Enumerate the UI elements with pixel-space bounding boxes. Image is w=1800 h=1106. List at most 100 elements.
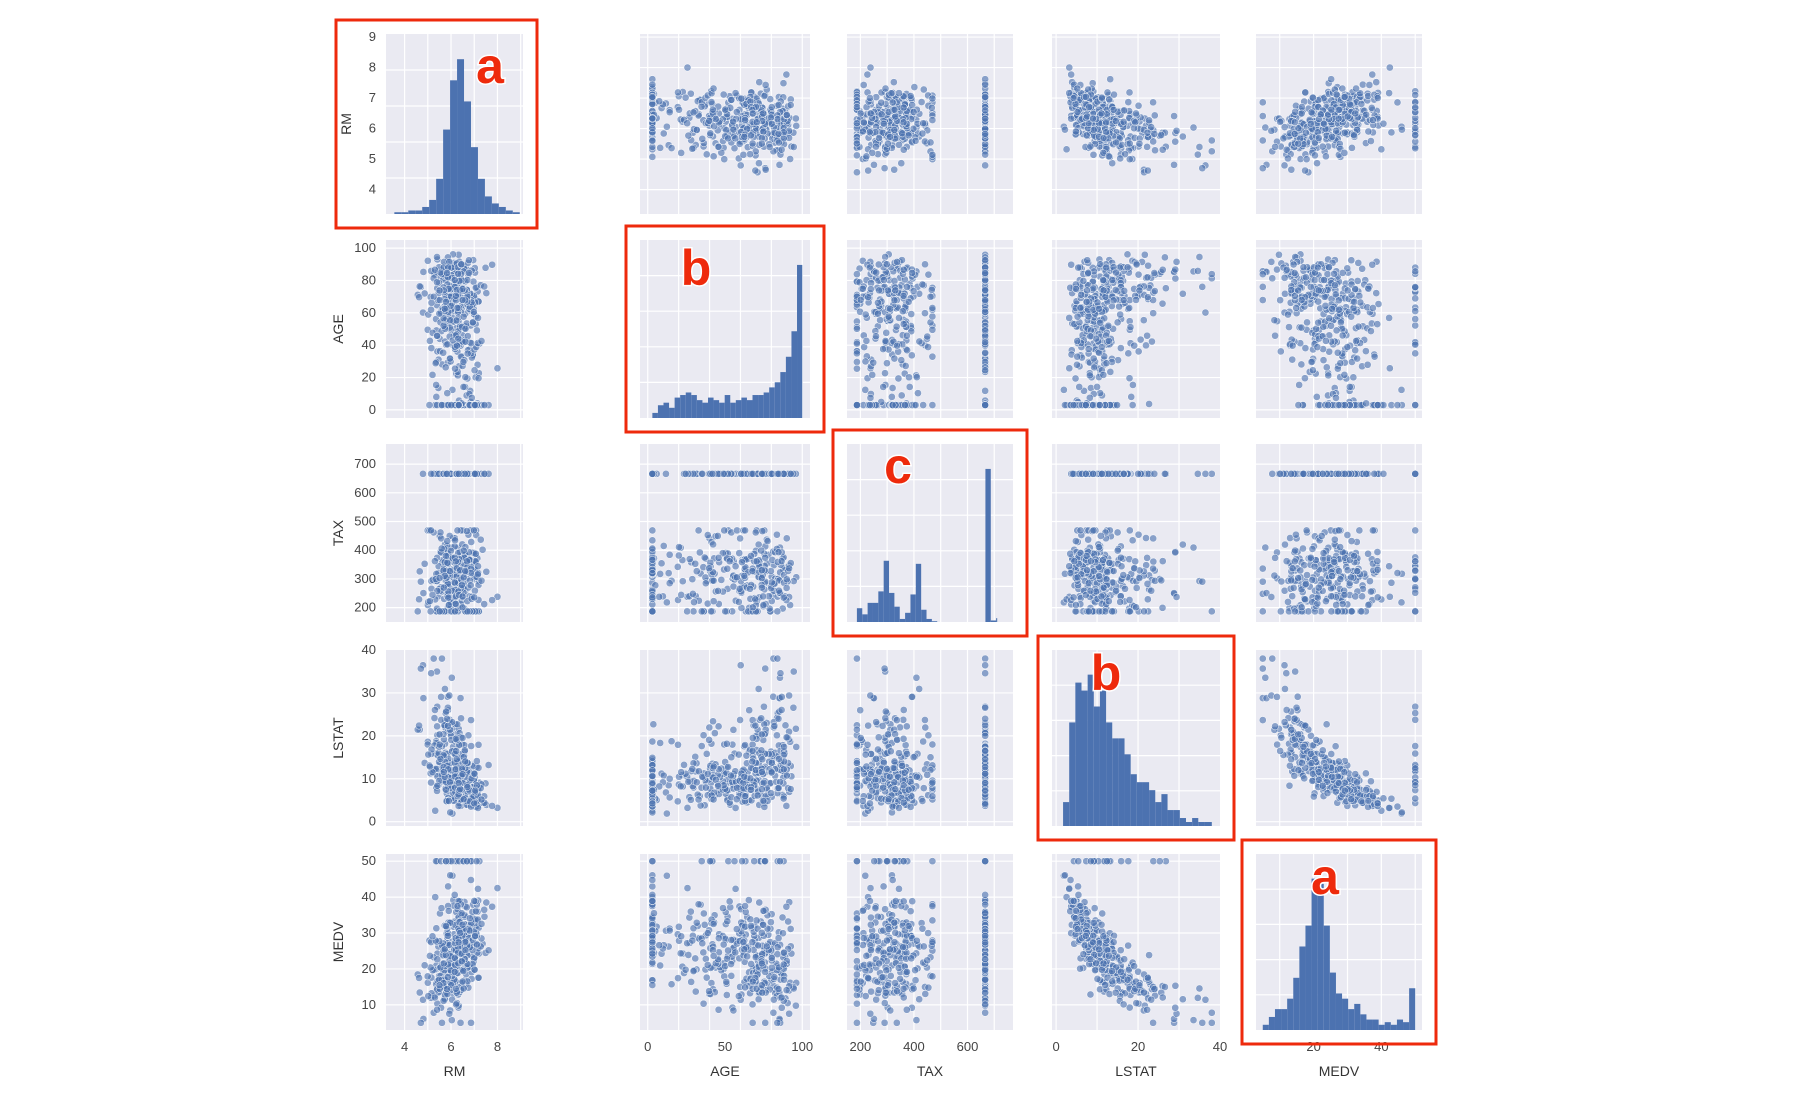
- histogram-bar: [652, 412, 658, 418]
- scatter-point: [786, 101, 795, 109]
- histogram-bar: [797, 264, 803, 418]
- scatter-point: [1096, 318, 1105, 327]
- scatter-point: [1073, 108, 1082, 116]
- scatter-point: [874, 260, 883, 269]
- scatter-point: [927, 285, 936, 294]
- scatter-point: [856, 109, 865, 118]
- scatter-point: [758, 527, 767, 535]
- scatter-point: [1306, 119, 1315, 128]
- scatter-point: [884, 286, 892, 295]
- scatter-point: [458, 285, 467, 293]
- scatter-point: [474, 562, 482, 571]
- scatter-point: [1385, 63, 1394, 72]
- scatter-point: [1106, 368, 1115, 376]
- scatter-point: [792, 122, 801, 130]
- scatter-point: [1112, 586, 1120, 595]
- scatter-point: [703, 531, 712, 539]
- scatter-point: [870, 160, 878, 169]
- scatter-point: [675, 105, 683, 114]
- scatter-point: [1067, 114, 1075, 123]
- scatter-point: [432, 381, 441, 389]
- scatter-point: [1372, 78, 1381, 87]
- scatter-point: [777, 145, 786, 154]
- scatter-point: [1332, 126, 1340, 135]
- scatter-point: [773, 607, 782, 616]
- histogram-bar: [450, 80, 458, 215]
- scatter-point: [1308, 93, 1317, 102]
- scatter-point: [1207, 136, 1216, 145]
- scatter-point: [1158, 603, 1167, 612]
- scatter-point: [1130, 564, 1139, 573]
- scatter-point: [1297, 323, 1306, 332]
- scatter-point: [1411, 470, 1420, 478]
- scatter-point: [1120, 106, 1129, 115]
- scatter-point: [689, 108, 698, 117]
- scatter-point: [648, 80, 657, 89]
- scatter-point: [910, 83, 919, 91]
- scatter-point: [1355, 526, 1364, 535]
- scatter-point: [735, 585, 744, 593]
- scatter-point: [1267, 126, 1276, 135]
- scatter-point: [655, 592, 664, 601]
- scatter-point: [1111, 286, 1120, 294]
- scatter-point: [1150, 287, 1159, 295]
- scatter-point: [417, 577, 425, 586]
- scatter-point: [1189, 123, 1198, 132]
- scatter-point: [1123, 250, 1132, 259]
- scatter-point: [1157, 576, 1166, 585]
- scatter-point: [888, 98, 897, 107]
- scatter-point: [1104, 321, 1113, 330]
- scatter-point: [782, 111, 791, 119]
- scatter-point: [1099, 134, 1108, 142]
- scatter-point: [862, 337, 871, 345]
- scatter-point: [887, 89, 896, 98]
- scatter-point: [1385, 592, 1394, 601]
- scatter-point: [1411, 526, 1420, 535]
- scatter-point: [1102, 575, 1111, 584]
- scatter-point: [436, 528, 445, 537]
- scatter-point: [1363, 360, 1372, 369]
- histogram-bar: [990, 620, 997, 622]
- scatter-point: [1365, 81, 1374, 89]
- scatter-point: [459, 546, 468, 555]
- histogram-bar: [436, 178, 444, 214]
- scatter-point: [1149, 557, 1158, 566]
- scatter-point: [981, 366, 990, 375]
- scatter-point: [1125, 526, 1134, 535]
- histogram-bar: [878, 591, 884, 622]
- histogram-bar: [889, 592, 895, 622]
- histogram-bar: [883, 560, 890, 622]
- scatter-point: [722, 126, 731, 134]
- scatter-point: [853, 103, 861, 111]
- scatter-point: [864, 293, 872, 302]
- histogram-bar: [512, 212, 520, 214]
- scatter-point: [1143, 128, 1152, 137]
- scatter-point: [1368, 260, 1377, 269]
- scatter-point: [1314, 318, 1323, 327]
- scatter-point: [1084, 535, 1093, 544]
- scatter-point: [1098, 470, 1106, 478]
- scatter-point: [656, 570, 665, 578]
- scatter-point: [1343, 343, 1352, 351]
- scatter-point: [1121, 584, 1129, 593]
- scatter-point: [1198, 164, 1207, 173]
- histogram-bar: [702, 402, 708, 418]
- scatter-point: [902, 331, 911, 340]
- scatter-point: [746, 150, 754, 159]
- scatter-point: [415, 282, 424, 291]
- scatter-point: [1157, 131, 1166, 139]
- panel-age-vs-age: [640, 240, 810, 418]
- scatter-point: [880, 164, 889, 173]
- histogram-bar: [856, 608, 863, 622]
- scatter-point: [458, 603, 467, 612]
- scatter-point: [459, 312, 468, 321]
- scatter-point: [729, 117, 738, 126]
- panel-tax-vs-medv: [1256, 444, 1422, 622]
- scatter-point: [1352, 337, 1360, 345]
- scatter-point: [1411, 124, 1420, 132]
- scatter-point: [1332, 601, 1340, 609]
- scatter-point: [1131, 557, 1140, 566]
- scatter-point: [1108, 276, 1117, 284]
- scatter-point: [881, 337, 890, 345]
- scatter-point: [435, 574, 444, 582]
